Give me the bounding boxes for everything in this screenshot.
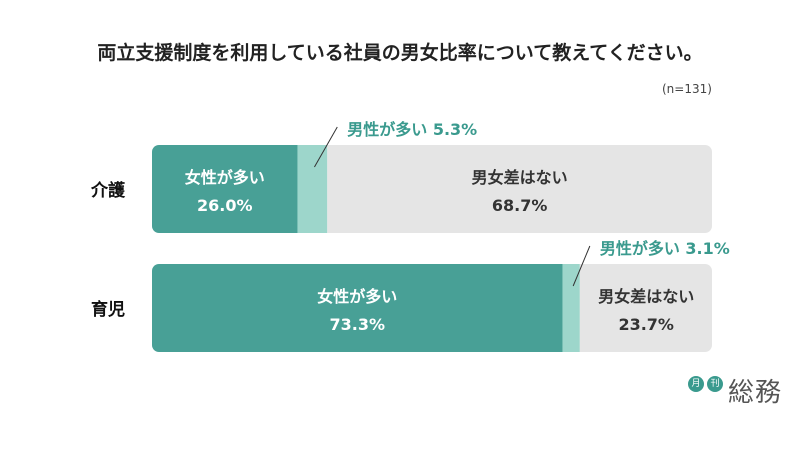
- bar-segment: [152, 145, 298, 233]
- segment-label: 男女差はない: [598, 287, 694, 306]
- callout-label: 男性が多い 3.1%: [600, 239, 730, 258]
- bar-segment: [327, 145, 712, 233]
- logo-wordmark: 総務: [728, 378, 783, 408]
- sample-size-note: (n=131): [662, 82, 712, 96]
- callout-label: 男性が多い 5.3%: [347, 120, 477, 139]
- chart-title: 両立支援制度を利用している社員の男女比率について教えてください。: [97, 42, 703, 64]
- segment-label: 女性が多い: [317, 287, 397, 306]
- category-label: 育児: [91, 299, 125, 320]
- bar-segment: [152, 264, 563, 352]
- category-label: 介護: [90, 180, 126, 201]
- bar-segment: [297, 145, 328, 233]
- bar-segment: [562, 264, 580, 352]
- data-label: 68.7%: [492, 196, 548, 215]
- leader-line: [314, 126, 338, 168]
- segment-label: 女性が多い: [185, 168, 265, 187]
- segment-label: 男女差はない: [472, 168, 568, 187]
- data-label: 26.0%: [197, 196, 253, 215]
- bar-segment: [579, 264, 712, 352]
- leader-line: [572, 245, 591, 287]
- data-label: 23.7%: [618, 315, 674, 334]
- logo-badge-month: 月: [688, 376, 704, 392]
- publication-logo: 月 刊 総務: [688, 372, 788, 408]
- data-label: 73.3%: [329, 315, 385, 334]
- logo-badge-publication: 刊: [707, 376, 723, 392]
